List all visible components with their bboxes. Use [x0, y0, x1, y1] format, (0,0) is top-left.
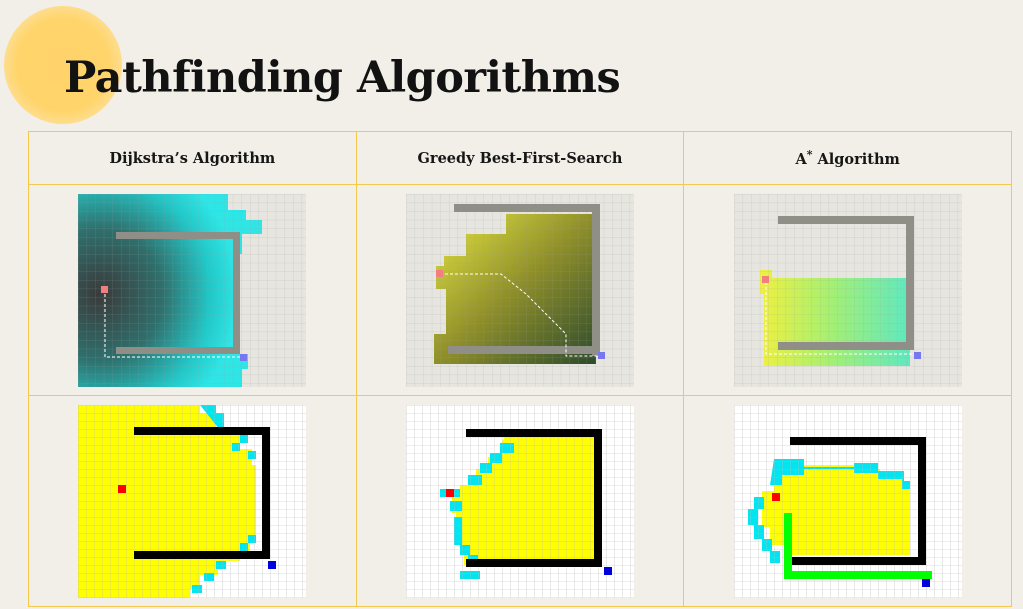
- astar-colored-image: [733, 404, 962, 598]
- dijkstra-gradient-demo: [28, 184, 357, 396]
- column-header-astar: A* Algorithm: [683, 131, 1012, 185]
- decorative-circle: [4, 6, 122, 124]
- goal-marker: [240, 353, 248, 361]
- goal-marker: [921, 578, 930, 587]
- dijkstra-colored-demo: [28, 395, 357, 607]
- astar-gradient-demo: [683, 184, 1012, 396]
- greedy-gradient-demo: [355, 184, 685, 396]
- goal-marker: [603, 566, 612, 575]
- page-title: Pathfinding Algorithms: [64, 53, 621, 103]
- dijkstra-colored-image: [78, 404, 307, 598]
- greedy-colored-demo: [355, 395, 685, 607]
- greedy-gradient-image: [405, 193, 634, 387]
- greedy-colored-image: [405, 404, 634, 598]
- start-marker: [761, 275, 769, 283]
- column-header-dijkstra: Dijkstra’s Algorithm: [28, 131, 357, 185]
- start-marker: [101, 285, 109, 293]
- start-marker: [771, 492, 780, 501]
- algorithms-table: Dijkstra’s Algorithm Greedy Best-First-S…: [28, 131, 1012, 607]
- goal-marker: [597, 351, 605, 359]
- goal-marker: [268, 560, 277, 569]
- start-marker: [118, 484, 127, 493]
- start-marker: [435, 269, 443, 277]
- dijkstra-gradient-image: [78, 193, 307, 387]
- start-marker: [445, 488, 454, 497]
- astar-gradient-image: [733, 193, 962, 387]
- column-header-greedy: Greedy Best-First-Search: [355, 131, 685, 185]
- goal-marker: [913, 351, 921, 359]
- astar-colored-demo: [683, 395, 1012, 607]
